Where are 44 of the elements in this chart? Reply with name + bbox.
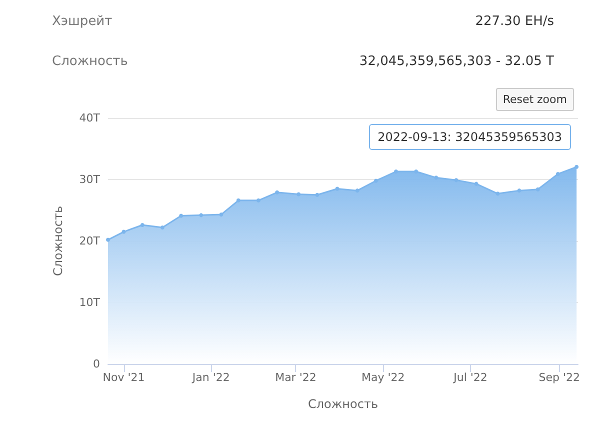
x-tick-label: Sep '22 [538,371,580,384]
y-tick-label: 0 [93,358,100,370]
x-tick-label: May '22 [361,371,405,384]
point [256,198,260,202]
point [122,230,126,234]
x-tick-label: Mar '22 [275,371,316,384]
x-axis-title: Сложность [308,397,378,411]
point [434,176,438,180]
point [496,192,500,196]
point [414,170,418,174]
point [474,182,478,186]
point [536,187,540,192]
point [106,238,110,242]
y-axis-title: Сложность [51,206,65,276]
y-tick-label: 20T [79,234,100,248]
y-tick-label: 40T [79,112,100,124]
point [517,188,522,193]
point [236,198,240,202]
point [296,192,301,196]
point [160,225,164,230]
tooltip-box: 2022-09-13: 32045359565303 [368,124,572,150]
text: Сложность [52,54,128,69]
point [574,164,579,169]
text: Хэшрейт [52,14,112,29]
point [315,192,320,197]
point [355,188,360,193]
x-tick-label: Nov '21 [102,371,145,384]
point [335,186,340,191]
y-tick-label: 10T [79,296,100,309]
text: 227.30 EH/s [475,14,554,29]
point [199,213,204,218]
point [556,172,560,176]
point [394,170,398,174]
x-tick-label: Jul '22 [452,371,488,384]
point [374,178,378,183]
y-tick-label: 30T [79,173,100,186]
point [179,214,184,218]
reset-zoom-button: Reset zoom [496,88,574,111]
point [454,178,458,182]
point [140,223,144,228]
point [219,212,224,217]
x-tick-label: Jan '22 [191,371,230,384]
text: 32,045,359,565,303 - 32.05 T [359,54,554,69]
point [275,190,280,194]
